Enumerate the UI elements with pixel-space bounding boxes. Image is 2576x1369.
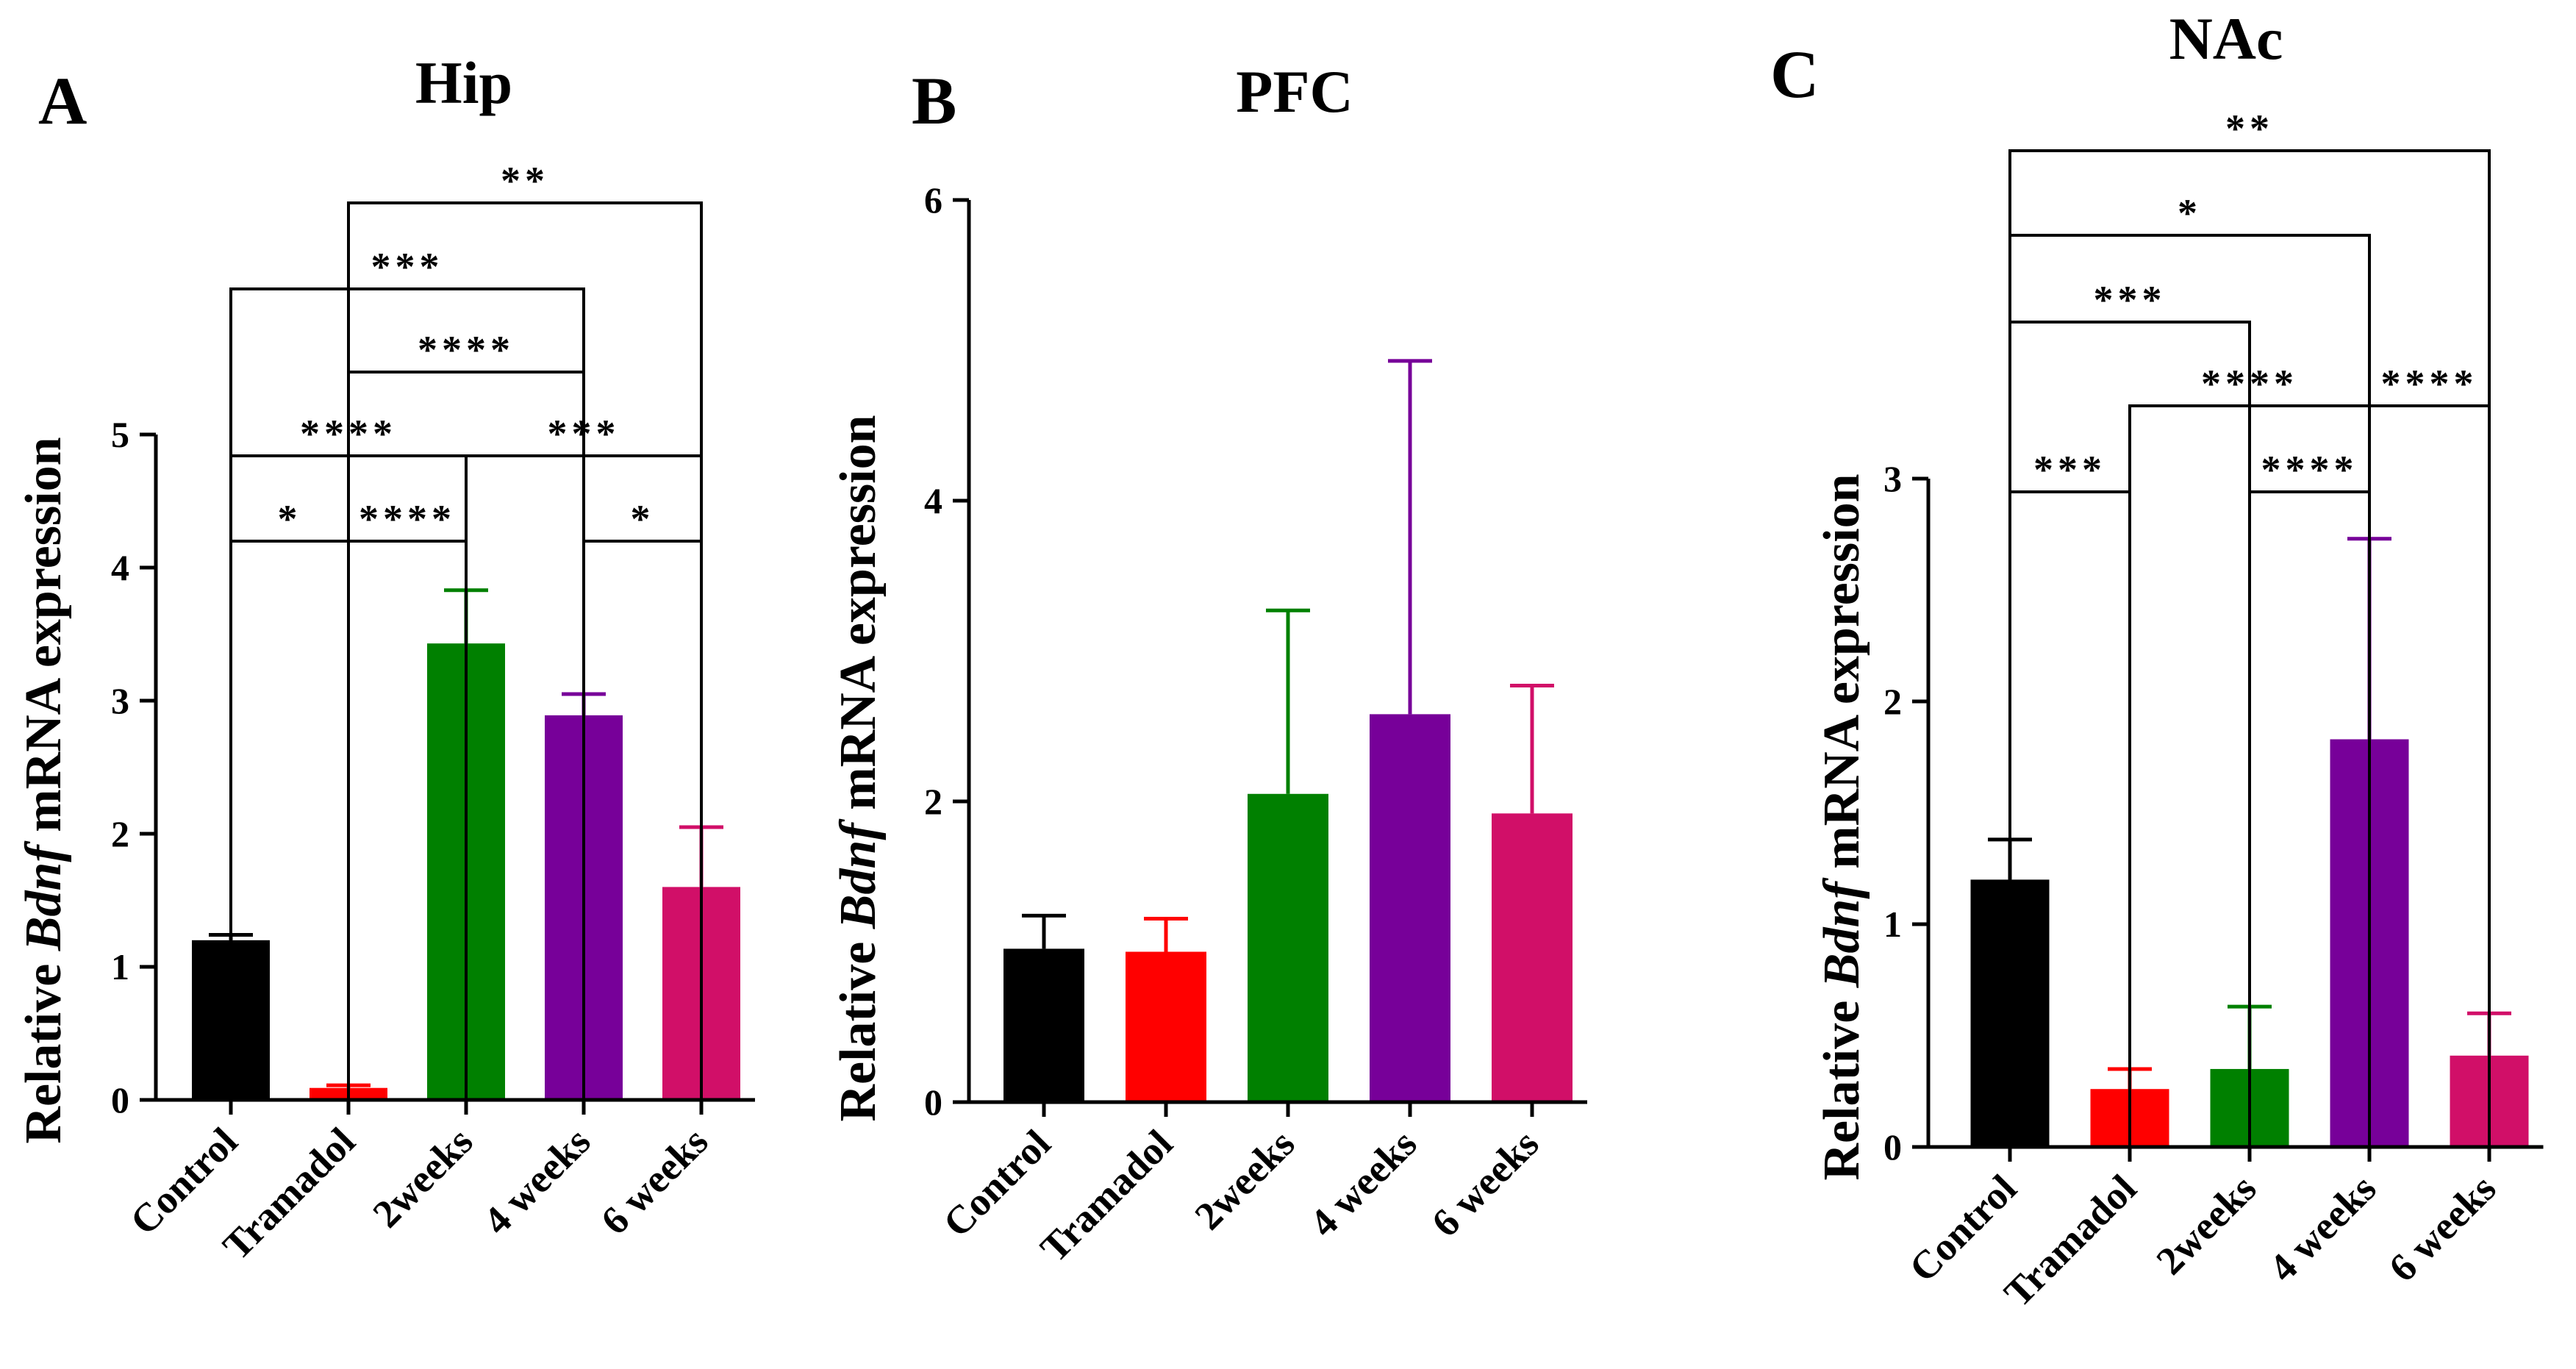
y-axis-label-part: Relative — [1814, 987, 1870, 1180]
y-tick-label: 2 — [1883, 681, 1902, 722]
y-axis-label-part: Bdnf — [830, 818, 887, 930]
x-tick-label: 6 weeks — [593, 1119, 717, 1243]
x-tick-label: 6 weeks — [1423, 1121, 1548, 1245]
x-tick-label: 4 weeks — [2261, 1166, 2385, 1290]
y-axis-label: Relative Bdnf mRNA expression — [15, 437, 72, 1143]
y-tick-label: 2 — [924, 781, 942, 822]
y-tick-label: 3 — [1883, 458, 1902, 499]
significance-label: * — [631, 497, 655, 541]
y-axis-label-part: Relative — [830, 929, 887, 1121]
significance-bracket — [2008, 234, 2371, 1147]
y-tick-label: 5 — [111, 414, 129, 455]
y-axis-label-part: mRNA expression — [15, 437, 72, 845]
chart-panel-b: B PFC Relative Bdnf mRNA expression 0 2 4 6 Con… — [830, 58, 1587, 1270]
y-tick-label: 0 — [1883, 1126, 1902, 1168]
y-tick-label: 4 — [924, 480, 942, 521]
x-tick-label: 2weeks — [2147, 1166, 2264, 1283]
y-tick-label: 4 — [111, 547, 129, 588]
x-tick-label: 4 weeks — [475, 1119, 599, 1243]
y-tick-label: 1 — [111, 946, 129, 987]
significance-bracket — [347, 201, 703, 1100]
x-tick-label: Control — [934, 1121, 1059, 1245]
significance-label: **** — [300, 412, 397, 456]
significance-label: *** — [2094, 278, 2167, 322]
y-axis-label-part: Bdnf — [15, 840, 72, 952]
y-axis-label-part: Bdnf — [1814, 877, 1870, 989]
significance-label: *** — [2033, 448, 2106, 492]
y-axis-label: Relative Bdnf mRNA expression — [830, 415, 887, 1121]
bar-6-weeks[interactable] — [1492, 813, 1573, 1102]
panel-label: A — [38, 63, 87, 138]
x-tick-label: 4 weeks — [1301, 1121, 1425, 1245]
significance-label: **** — [2201, 362, 2298, 406]
significance-label: **** — [2261, 448, 2358, 492]
significance-label: **** — [2381, 362, 2478, 406]
panel-label: B — [912, 63, 956, 138]
x-tick-label: 2weeks — [364, 1119, 481, 1236]
panel-label: C — [1770, 37, 1819, 112]
x-tick-label: Tramadol — [1996, 1166, 2145, 1315]
x-tick-label: Tramadol — [1032, 1121, 1181, 1270]
bar-tramadol[interactable] — [1126, 951, 1206, 1103]
chart-title: NAc — [2169, 5, 2283, 72]
y-tick-label: 2 — [111, 813, 129, 854]
significance-label: **** — [359, 497, 456, 541]
y-tick-label: 6 — [924, 179, 942, 221]
chart-panel-c: C NAc Relative Bdnf mRNA expression 0 1 2 3 Con… — [1770, 5, 2544, 1315]
y-tick-label: 0 — [111, 1079, 129, 1120]
significance-bracket — [2008, 149, 2491, 1147]
x-tick-label: Control — [1900, 1166, 2025, 1290]
significance-label: *** — [371, 245, 444, 289]
y-axis-label-part: Relative — [15, 951, 72, 1143]
y-tick-label: 1 — [1883, 904, 1902, 945]
x-tick-label: 2weeks — [1186, 1121, 1303, 1238]
significance-label: **** — [418, 328, 515, 372]
bar-2weeks[interactable] — [1248, 793, 1328, 1102]
y-axis-label: Relative Bdnf mRNA expression — [1814, 473, 1870, 1180]
bar-4-weeks[interactable] — [1370, 714, 1450, 1102]
chart-title: PFC — [1236, 58, 1353, 125]
significance-label: *** — [548, 412, 620, 456]
y-tick-label: 0 — [924, 1082, 942, 1123]
chart-title: Hip — [415, 49, 512, 116]
y-tick-label: 3 — [111, 680, 129, 721]
x-tick-label: 6 weeks — [2380, 1166, 2505, 1290]
significance-label: ** — [2225, 107, 2274, 151]
significance-label: * — [2178, 191, 2202, 235]
bar-control[interactable] — [1003, 948, 1084, 1102]
y-axis-label-part: mRNA expression — [830, 415, 887, 823]
significance-label: ** — [501, 159, 549, 203]
y-axis-label-part: mRNA expression — [1814, 473, 1870, 882]
significance-label: * — [278, 497, 302, 541]
significance-bracket — [229, 287, 585, 1100]
